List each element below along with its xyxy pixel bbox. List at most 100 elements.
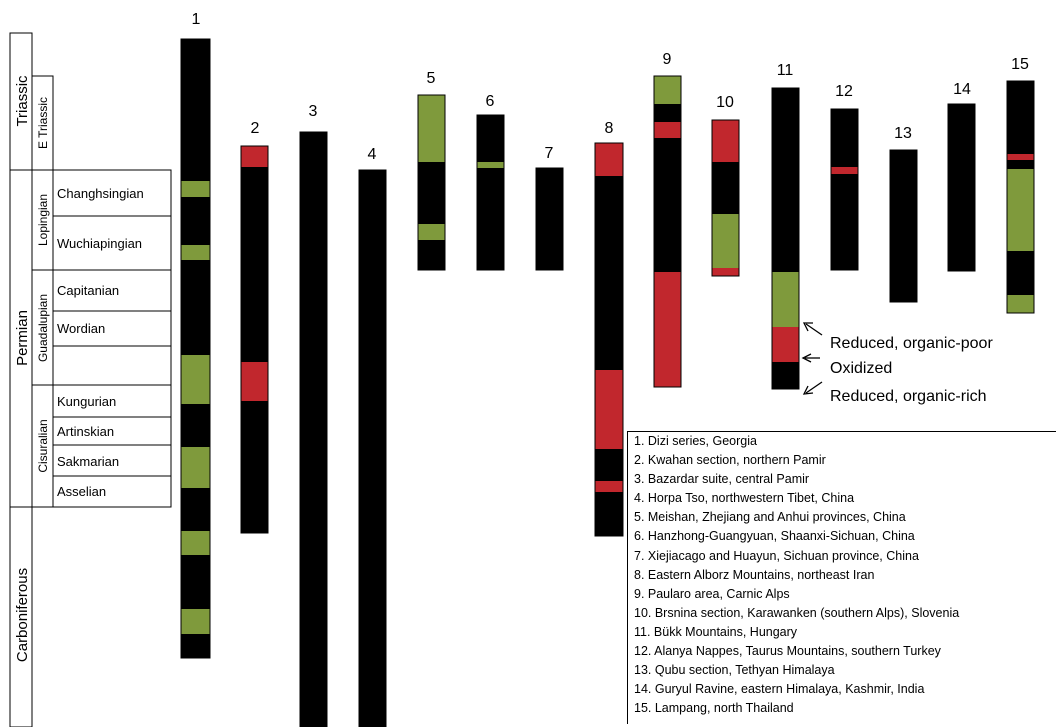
column-2-segment-oxidized [241, 362, 268, 401]
column-9-outline [653, 75, 682, 388]
column-number-label: 4 [368, 146, 377, 163]
time-scale [9, 32, 172, 727]
column-1-segment-reduced-organic-rich [181, 260, 210, 355]
column-10-segment-oxidized [712, 120, 739, 162]
section-column-15: 15 [1006, 56, 1035, 314]
column-number-label: 12 [835, 83, 853, 100]
legend-item: 6. Hanzhong-Guangyuan, Shaanxi-Sichuan, … [634, 529, 915, 544]
legend-item: 4. Horpa Tso, northwestern Tibet, China [634, 491, 855, 506]
column-1-segment-reduced-organic-rich [181, 488, 210, 531]
column-number-label: 8 [605, 120, 614, 137]
section-column-13: 13 [889, 125, 918, 303]
stage-label-kungurian: Kungurian [57, 394, 116, 409]
column-15-segment-oxidized [1007, 154, 1034, 160]
column-12-segment-reduced-organic-rich [831, 109, 858, 167]
legend-item: 15. Lampang, north Thailand [634, 701, 794, 716]
column-5-segment-reduced-organic-poor [418, 224, 445, 240]
column-15-segment-reduced-organic-poor [1007, 295, 1034, 313]
column-number-label: 11 [777, 62, 794, 79]
column-11-segment-reduced-organic-rich [772, 88, 799, 272]
section-column-9: 9 [653, 51, 682, 388]
column-15-segment-reduced-organic-rich [1007, 160, 1034, 169]
column-8-segment-reduced-organic-rich [595, 176, 623, 370]
column-number-label: 5 [427, 70, 436, 87]
section-column-7: 7 [535, 145, 564, 271]
column-10-segment-reduced-organic-poor [712, 214, 739, 268]
column-number-label: 2 [251, 120, 260, 137]
stage-label-wordian: Wordian [57, 321, 105, 336]
legend-item: 9. Paularo area, Carnic Alps [634, 586, 790, 601]
column-1-segment-reduced-organic-poor [181, 355, 210, 404]
epoch-label-early-triassic: E Triassic [36, 97, 50, 149]
column-11-segment-reduced-organic-rich [772, 362, 799, 389]
column-6-outline [476, 114, 505, 271]
column-number-label: 3 [309, 103, 318, 120]
column-15-outline [1006, 80, 1035, 314]
column-9-segment-oxidized [654, 272, 681, 387]
column-1-segment-reduced-organic-rich [181, 555, 210, 609]
column-14-segment-reduced-organic-rich [948, 104, 975, 271]
column-12-outline [830, 108, 859, 271]
column-number-label: 7 [545, 145, 554, 162]
column-3-segment-reduced-organic-rich [300, 132, 327, 727]
section-column-10: 10 [711, 94, 740, 277]
column-13-segment-reduced-organic-rich [890, 150, 917, 302]
legend-box: 1. Dizi series, Georgia 2. Kwahan section… [627, 431, 1056, 724]
column-number-label: 14 [953, 81, 971, 98]
column-number-label: 6 [486, 93, 495, 110]
legend-item: 8. Eastern Alborz Mountains, northeast I… [634, 567, 875, 582]
period-label-permian: Permian [14, 310, 31, 366]
column-6-segment-reduced-organic-rich [477, 115, 504, 162]
column-8-segment-oxidized [595, 143, 623, 176]
column-8-segment-oxidized [595, 370, 623, 449]
column-9-segment-reduced-organic-rich [654, 104, 681, 122]
stage-label-wuchiapingian: Wuchiapingian [57, 236, 142, 251]
section-column-3: 3 [299, 103, 328, 727]
column-11-segment-oxidized [772, 327, 799, 362]
column-5-segment-reduced-organic-rich [418, 162, 445, 224]
stage-label-sakmarian: Sakmarian [57, 454, 119, 469]
column-12-segment-reduced-organic-rich [831, 174, 858, 270]
column-14-outline [947, 103, 976, 272]
column-1-outline [180, 38, 211, 659]
section-column-14: 14 [947, 81, 976, 272]
column-2-segment-oxidized [241, 146, 268, 167]
column-5-segment-reduced-organic-poor [418, 95, 445, 162]
column-8-segment-reduced-organic-rich [595, 449, 623, 481]
key-label-reduced-organic-poor: Reduced, organic-poor [830, 335, 993, 352]
column-8-segment-oxidized [595, 481, 623, 492]
legend-item: 7. Xiejiacago and Huayun, Sichuan provin… [634, 548, 919, 563]
column-15-segment-reduced-organic-rich [1007, 251, 1034, 295]
epoch-label-guadalupian: Guadalupian [36, 294, 50, 362]
column-7-segment-reduced-organic-rich [536, 168, 563, 270]
column-2-segment-reduced-organic-rich [241, 167, 268, 362]
column-2-outline [240, 145, 269, 534]
column-number-label: 15 [1011, 56, 1029, 73]
stage-label-artinskian: Artinskian [57, 424, 114, 439]
key-label-reduced-organic-rich: Reduced, organic-rich [830, 388, 987, 405]
column-9-segment-oxidized [654, 122, 681, 138]
stage-label-asselian: Asselian [57, 484, 106, 499]
column-5-outline [417, 94, 446, 271]
column-number-label: 1 [192, 11, 201, 28]
column-4-segment-reduced-organic-rich [359, 170, 386, 727]
column-6-segment-reduced-organic-poor [477, 162, 504, 168]
stage-label-capitanian: Capitanian [57, 283, 119, 298]
section-column-5: 5 [417, 70, 446, 271]
legend-item: 5. Meishan, Zhejiang and Anhui provinces… [634, 510, 906, 525]
column-1-segment-reduced-organic-poor [181, 531, 210, 555]
column-1-segment-reduced-organic-rich [181, 404, 210, 447]
legend-item: 12. Alanya Nappes, Taurus Mountains, sou… [634, 644, 941, 659]
column-9-segment-reduced-organic-rich [654, 138, 681, 272]
stage-label-changhsingian: Changhsingian [57, 186, 144, 201]
column-10-outline [711, 119, 740, 277]
column-1-segment-reduced-organic-poor [181, 245, 210, 260]
column-5-segment-reduced-organic-rich [418, 240, 445, 270]
column-number-label: 9 [663, 51, 672, 68]
column-8-outline [594, 142, 624, 537]
legend-item: 13. Qubu section, Tethyan Himalaya [634, 663, 835, 678]
column-7-outline [535, 167, 564, 271]
section-column-4: 4 [358, 146, 387, 727]
